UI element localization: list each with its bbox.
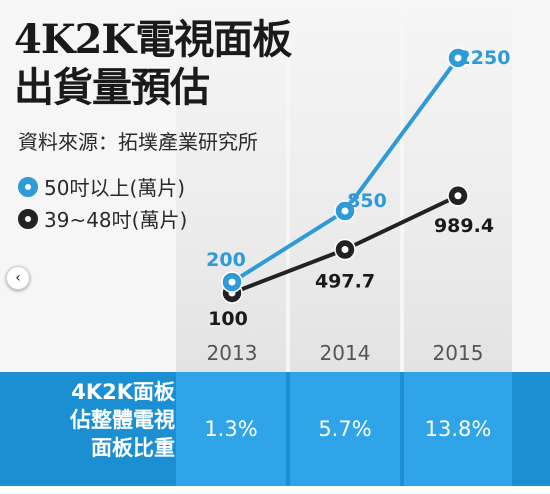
legend-label-50-inch: 50吋以上(萬片): [44, 176, 186, 200]
data-label: 100: [208, 308, 248, 330]
data-label: 850: [347, 190, 387, 212]
black-marker-icon: [18, 208, 38, 229]
line-chart: 100 497.7 989.4 200 850 2250: [206, 47, 511, 330]
legend-label-39-48-inch: 39~48吋(萬片): [44, 208, 188, 232]
data-point-center: [454, 54, 462, 62]
legend-item-39-48-inch: 39~48吋(萬片): [18, 204, 187, 233]
share-label-line-2: 佔整體電視: [70, 408, 175, 432]
x-tick-label: 2015: [432, 341, 484, 365]
data-label: 2250: [458, 47, 511, 69]
share-label-line-3: 面板比重: [91, 436, 175, 460]
chevron-left-icon: ‹: [15, 270, 21, 286]
x-axis: 2013 2014 2015: [0, 337, 550, 372]
data-point-center: [341, 207, 349, 215]
data-point-center: [454, 192, 462, 200]
legend-item-50-inch: 50吋以上(萬片): [18, 172, 185, 201]
data-source: 資料來源：拓墣產業研究所: [18, 130, 258, 154]
share-cell-2015: 13.8%: [404, 372, 512, 486]
data-point-center: [341, 246, 349, 254]
previous-arrow-button[interactable]: ‹: [6, 266, 30, 290]
column-band-2014: [290, 0, 400, 372]
share-row-label: 4K2K面板 佔整體電視 面板比重: [40, 378, 175, 462]
x-tick-label: 2013: [206, 341, 258, 365]
column-band-2013: [176, 0, 286, 372]
chart-title: 4K2K電視面板 出貨量預估: [14, 16, 292, 112]
data-label: 989.4: [434, 215, 494, 237]
chart-title-line-2: 出貨量預估: [14, 64, 210, 111]
blue-marker-icon: [18, 176, 38, 197]
share-label-line-1: 4K2K面板: [71, 380, 175, 404]
chart-title-line-1: 4K2K電視面板: [14, 16, 292, 63]
x-tick-label: 2014: [319, 341, 371, 365]
data-point-center: [228, 278, 236, 286]
data-label: 497.7: [315, 271, 375, 293]
data-label: 200: [206, 249, 246, 271]
panel-share-table: 4K2K面板 佔整體電視 面板比重 1.3% 5.7% 13.8%: [0, 372, 550, 486]
share-cell-2013: 1.3%: [176, 372, 286, 486]
bottom-strip: [0, 486, 550, 494]
share-cell-2014: 5.7%: [290, 372, 400, 486]
